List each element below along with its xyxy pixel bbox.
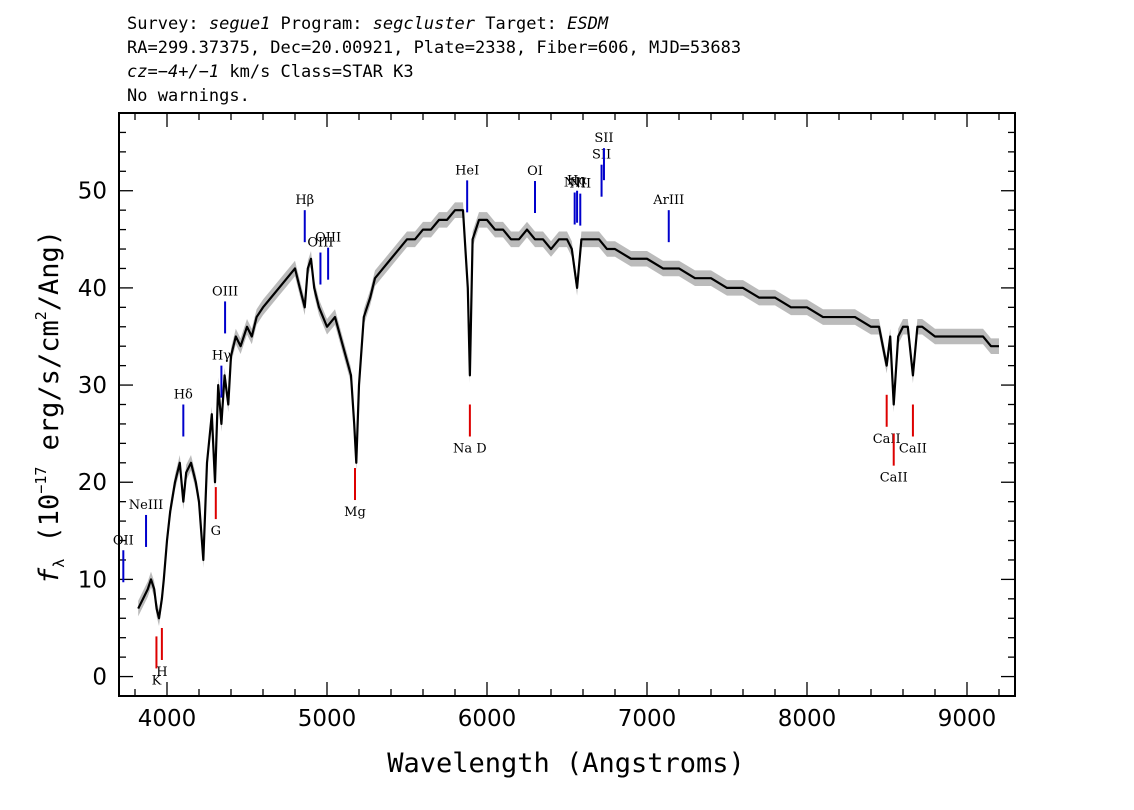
header-line-coords: RA=299.37375, Dec=20.00921, Plate=2338, … [127, 38, 742, 58]
target-value: ESDM [567, 14, 609, 34]
emission-line-label: OIII [307, 236, 333, 251]
x-tick-label: 7000 [618, 706, 677, 732]
y-tick-label: 50 [78, 179, 107, 205]
emission-line-label: OIII [212, 284, 238, 299]
survey-value: segue1 [208, 14, 271, 34]
cz-label: cz [127, 62, 148, 82]
emission-line-label: OI [527, 164, 543, 179]
program-label: Program: [270, 14, 373, 34]
program-value: segcluster [372, 14, 476, 34]
survey-label: Survey: [127, 14, 209, 34]
emission-line-label: Hβ [295, 193, 314, 208]
emission-line-label: Hδ [174, 388, 193, 403]
emission-line-label: NII [564, 176, 586, 191]
absorption-line-label: CaII [880, 471, 908, 486]
emission-line-label: OIII [315, 231, 341, 246]
x-tick-label: 4000 [138, 706, 197, 732]
emission-line-label: NeIII [129, 498, 163, 513]
y-tick-label: 0 [92, 665, 107, 691]
emission-line-label: Hγ [212, 349, 231, 364]
header-line-survey: Survey: segue1 Program: segcluster Targe… [127, 12, 1127, 36]
emission-line-label: OII [113, 533, 134, 548]
y-tick-label: 30 [78, 373, 107, 399]
absorption-line-label: G [211, 524, 221, 539]
absorption-line-label: K [152, 673, 162, 688]
emission-line-label: HeI [455, 163, 479, 178]
absorption-line-label: Na D [453, 442, 487, 457]
x-tick-label: 9000 [938, 706, 997, 732]
cz-unit-class: km/s Class=STAR K3 [219, 62, 414, 82]
absorption-line-label: H [156, 665, 167, 680]
absorption-line-label: CaII [873, 432, 901, 447]
y-tick-label: 10 [78, 567, 107, 593]
cz-value: =−4+/−1 [147, 62, 220, 82]
header-line-redshift: cz=−4+/−1 km/s Class=STAR K3 [127, 60, 1127, 84]
spectrum-header: Survey: segue1 Program: segcluster Targe… [127, 12, 1127, 108]
absorption-line-label: CaII [899, 442, 927, 457]
x-tick-label: 5000 [298, 706, 357, 732]
emission-line-label: SII [594, 131, 613, 146]
x-tick-label: 8000 [778, 706, 837, 732]
header-line-warnings: No warnings. [127, 86, 250, 106]
emission-line-label: NII [569, 177, 591, 192]
x-axis-title: Wavelength (Angstroms) [387, 748, 745, 779]
y-tick-label: 20 [78, 470, 107, 496]
plot-frame [118, 112, 1016, 697]
spectrum-error-band [138, 202, 999, 627]
x-tick-label: 6000 [458, 706, 517, 732]
absorption-line-label: Mg [344, 505, 366, 520]
emission-line-label: ArIII [652, 193, 684, 208]
spectrum-line [137, 209, 999, 620]
y-axis-title: fλ (10−17 erg/s/cm2/Ang) [32, 230, 68, 584]
y-tick-label: 40 [78, 276, 107, 302]
emission-line-label: SII [592, 148, 611, 163]
emission-line-label: Hα [567, 174, 587, 189]
target-label: Target: [475, 14, 568, 34]
